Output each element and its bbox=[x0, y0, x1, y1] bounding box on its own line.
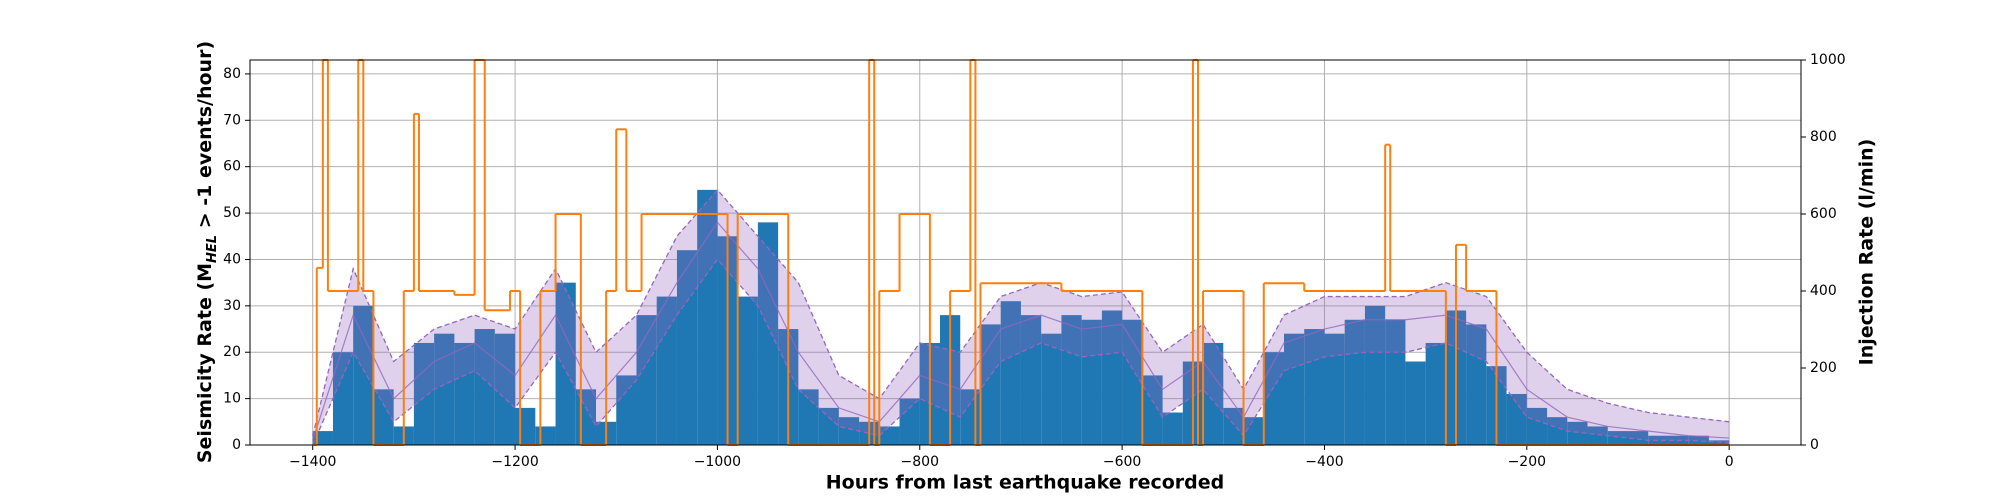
histogram-bar bbox=[1425, 342, 1446, 445]
histogram-bar bbox=[1020, 315, 1042, 445]
histogram-bar bbox=[1101, 310, 1123, 445]
histogram-bar bbox=[1405, 361, 1426, 445]
y-label-text: > -1 events/hour) bbox=[194, 41, 216, 235]
y-tick-label: 10 bbox=[223, 391, 241, 407]
y2-tick-label: 600 bbox=[1810, 206, 1837, 222]
y-label-subscript: HEL bbox=[205, 235, 220, 263]
histogram-bar bbox=[494, 333, 516, 445]
histogram-bar bbox=[1526, 407, 1548, 445]
histogram-bar bbox=[656, 296, 677, 445]
y2-tick-label: 800 bbox=[1810, 129, 1837, 145]
model-upper bbox=[312, 188, 1730, 436]
histogram-bar bbox=[1607, 431, 1628, 445]
model-band bbox=[312, 189, 1730, 445]
histogram-bar bbox=[697, 189, 718, 445]
y2-axis-label: Injection Rate (l/min) bbox=[1856, 139, 1878, 366]
histogram-bar bbox=[879, 426, 900, 445]
x-tick-label: 0 bbox=[1725, 454, 1734, 470]
x-tick-label: −600 bbox=[1103, 454, 1141, 470]
y-tick-label: 40 bbox=[223, 251, 241, 267]
histogram-bar bbox=[980, 324, 1001, 445]
x-tick-label: −400 bbox=[1305, 454, 1343, 470]
histogram-bar bbox=[616, 375, 637, 445]
y-tick-label: 0 bbox=[232, 437, 241, 453]
x-tick-label: −1200 bbox=[491, 454, 538, 470]
histogram-bar bbox=[838, 417, 860, 445]
y-tick-label: 60 bbox=[223, 159, 241, 175]
y-axis-label: Seismicity Rate (MHEL > -1 events/hour) bbox=[194, 41, 221, 463]
histogram-bar bbox=[413, 342, 435, 445]
histogram-bar bbox=[1284, 333, 1305, 445]
histogram-bar bbox=[515, 407, 536, 445]
y-tick-label: 80 bbox=[223, 66, 241, 82]
histogram-bar bbox=[454, 342, 475, 445]
histogram-bar bbox=[373, 389, 394, 445]
y-tick-label: 20 bbox=[223, 344, 241, 360]
x-tick-label: −1400 bbox=[289, 454, 336, 470]
histogram-bar bbox=[1648, 435, 1669, 445]
y-tick-label: 50 bbox=[223, 205, 241, 221]
histogram-bar bbox=[1385, 319, 1406, 445]
histogram-bar bbox=[1223, 407, 1244, 445]
histogram-bar bbox=[737, 296, 758, 445]
histogram-bar bbox=[636, 315, 657, 445]
histogram-bar bbox=[535, 426, 556, 445]
y2-tick-label: 1000 bbox=[1810, 52, 1846, 68]
x-axis-label: Hours from last earthquake recorded bbox=[826, 472, 1225, 494]
y-label-text: Seismicity Rate (M bbox=[194, 263, 216, 463]
histogram-bar bbox=[1567, 421, 1588, 445]
histogram-bar bbox=[1081, 319, 1102, 445]
x-tick-label: −1000 bbox=[694, 454, 741, 470]
histogram-bar bbox=[1304, 329, 1325, 445]
histogram-bar bbox=[1587, 426, 1608, 445]
histogram-bar bbox=[332, 352, 354, 445]
histogram-bar bbox=[1324, 333, 1345, 445]
x-tick-label: −800 bbox=[901, 454, 939, 470]
y-tick-label: 70 bbox=[223, 112, 241, 128]
histogram-bar bbox=[1506, 393, 1527, 445]
histogram-bar bbox=[1547, 417, 1568, 445]
histogram-bar bbox=[555, 282, 576, 445]
histogram-bar bbox=[899, 398, 920, 445]
histogram-bar bbox=[474, 329, 495, 445]
y2-tick-label: 0 bbox=[1810, 437, 1819, 453]
histogram-bar bbox=[1000, 301, 1021, 445]
x-tick-label: −200 bbox=[1508, 454, 1546, 470]
histogram-bar bbox=[1627, 431, 1649, 445]
histogram-bar bbox=[353, 305, 374, 445]
histogram-bar bbox=[1688, 435, 1709, 445]
histogram-bar bbox=[1041, 333, 1062, 445]
y-tick-label: 30 bbox=[223, 298, 241, 314]
histogram-bar bbox=[434, 333, 455, 445]
histogram-bar bbox=[1263, 352, 1284, 445]
histogram-bar bbox=[1344, 319, 1365, 445]
y2-tick-label: 200 bbox=[1810, 360, 1837, 376]
histogram-bar bbox=[676, 250, 698, 445]
histogram-bar bbox=[1162, 412, 1183, 445]
plot-frame bbox=[249, 59, 1802, 446]
histogram-bar bbox=[1243, 417, 1264, 445]
histogram-bar bbox=[1364, 305, 1386, 445]
histogram-bar bbox=[1122, 319, 1143, 445]
histogram-bar bbox=[1061, 315, 1082, 445]
y2-tick-label: 400 bbox=[1810, 283, 1837, 299]
model-median bbox=[312, 221, 1730, 441]
histogram-bar bbox=[818, 407, 839, 445]
